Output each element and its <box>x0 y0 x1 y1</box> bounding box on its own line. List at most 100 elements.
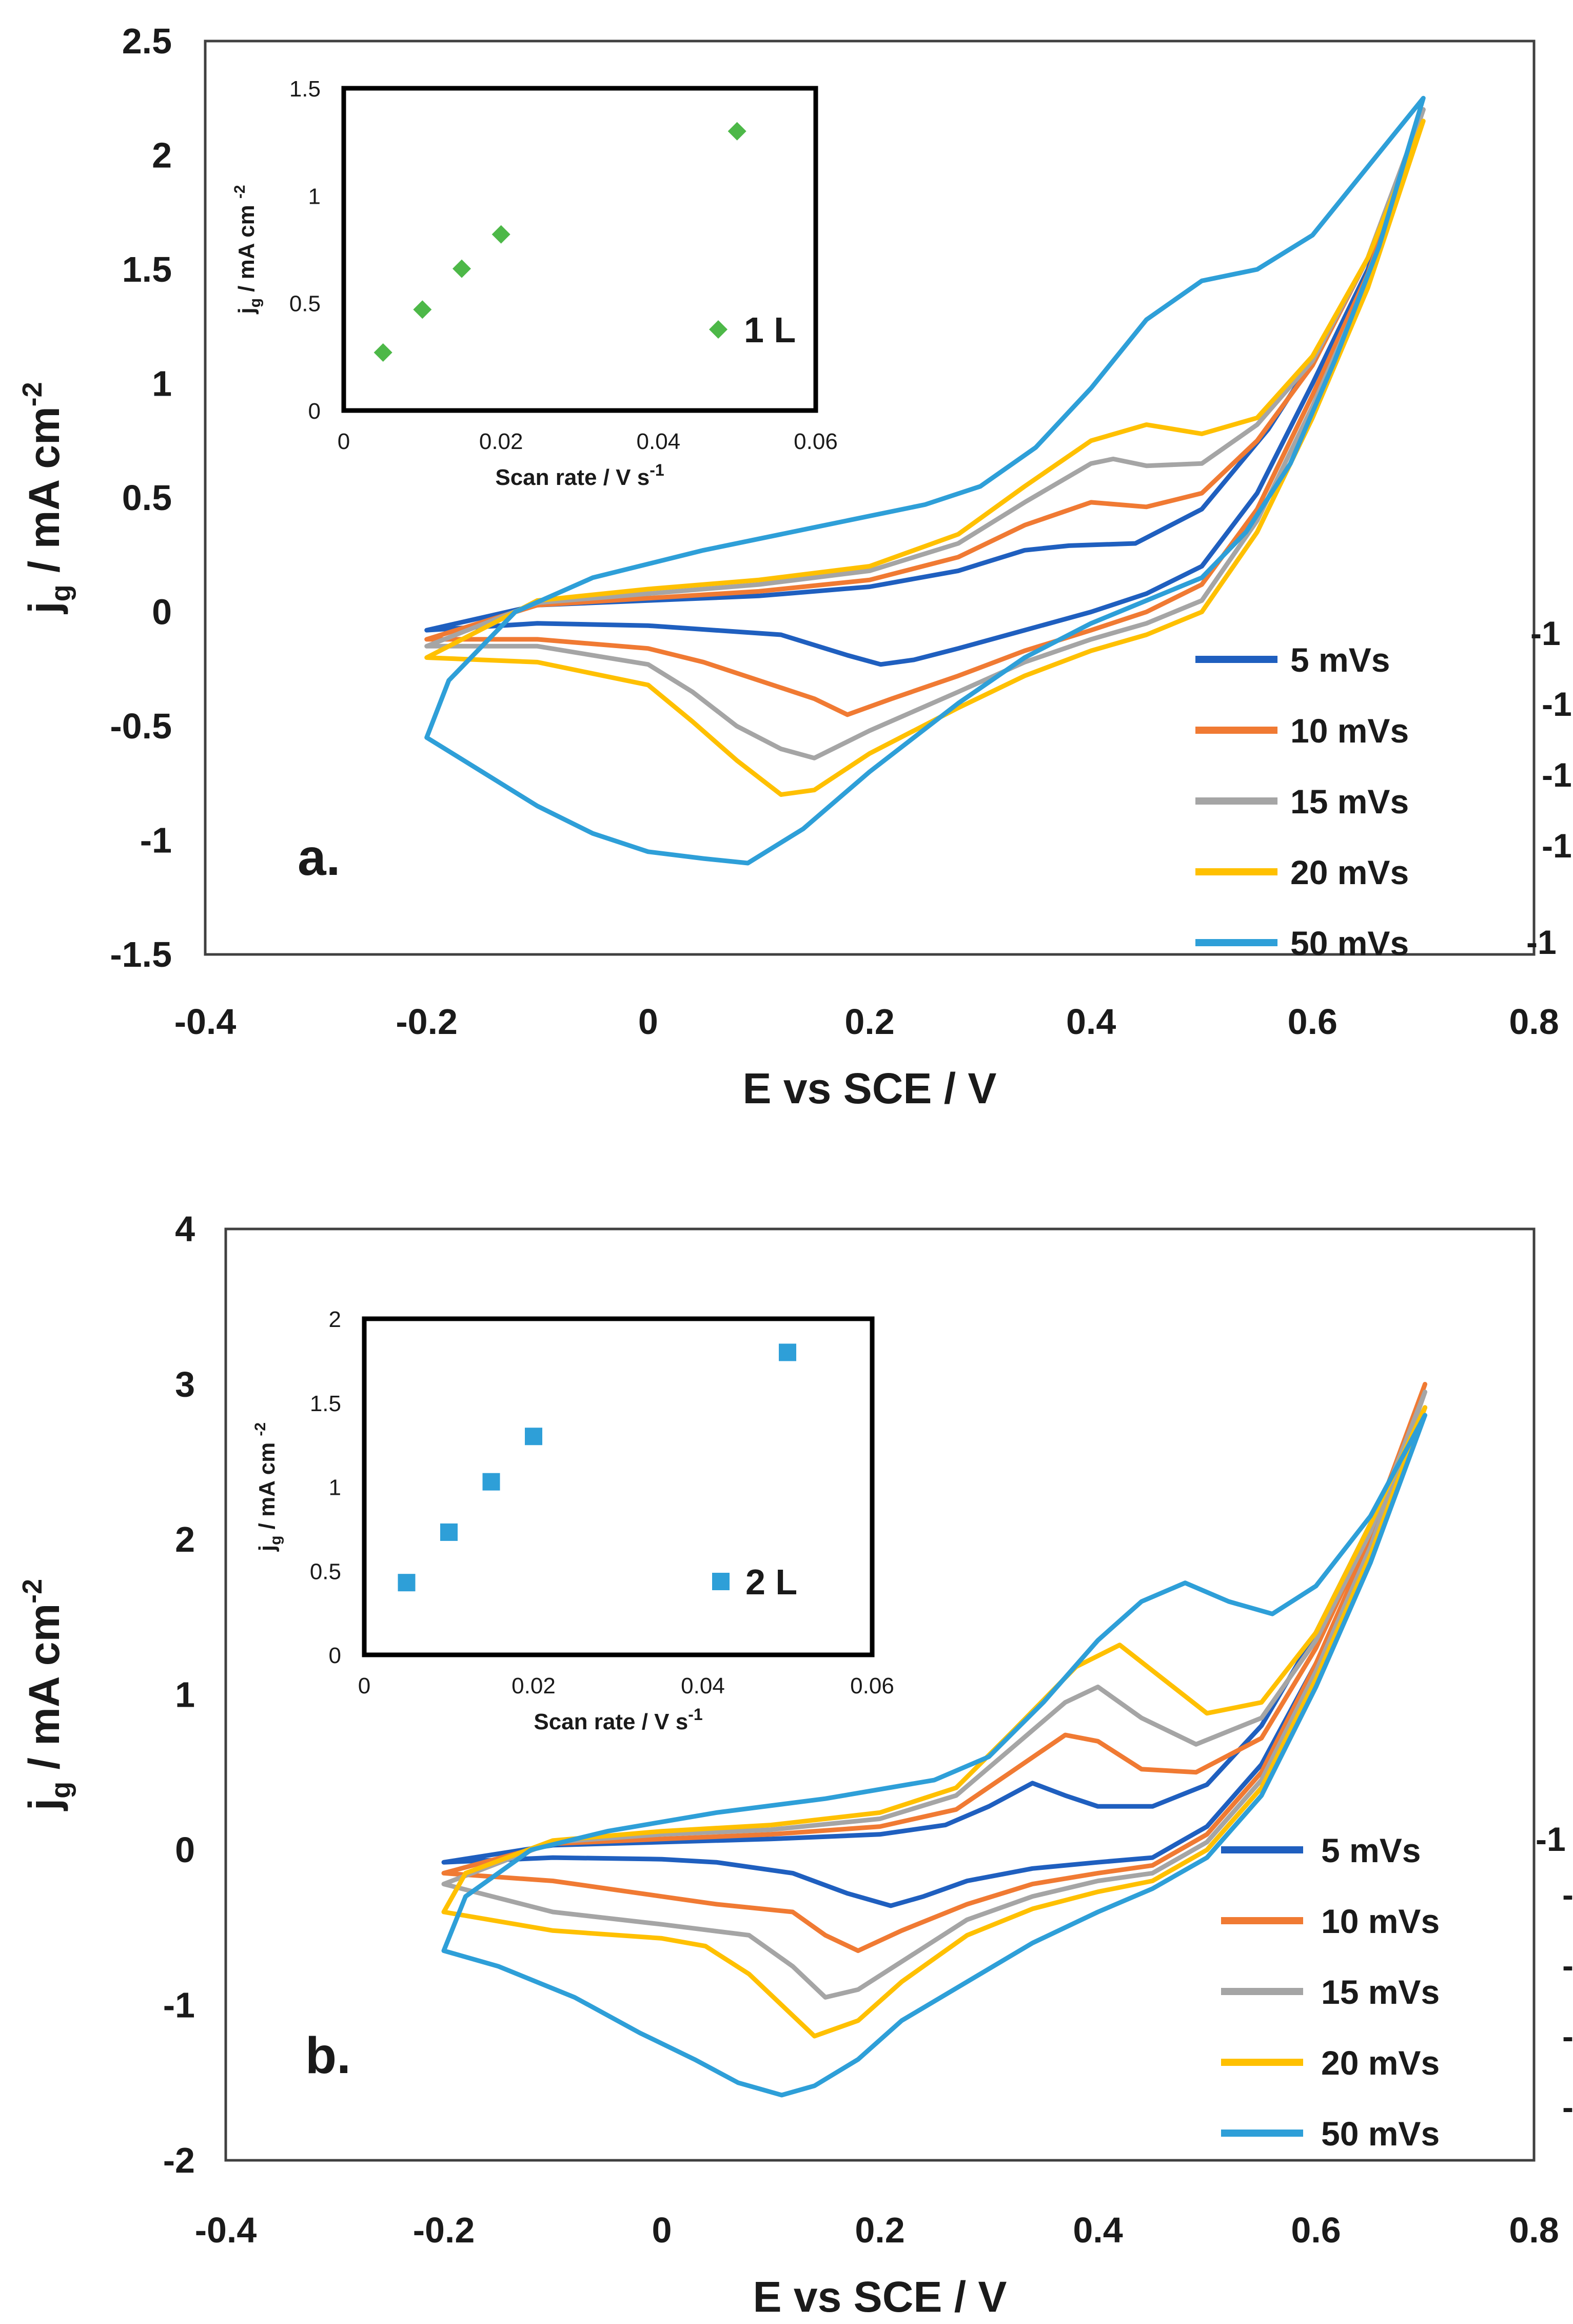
inset-x-tick-label: 0.04 <box>637 429 681 454</box>
y-tick-label: 2 <box>175 1519 195 1559</box>
y-tick-label: 3 <box>175 1364 195 1404</box>
x-tick-label: 0.8 <box>1509 2210 1559 2250</box>
inset-x-tick-label: 0.06 <box>850 1673 894 1698</box>
inset-y-axis-label: jg / mA cm -2 <box>231 185 264 314</box>
legend-label-sup: -1 <box>1542 685 1572 723</box>
y-axis-label-sup: -2 <box>17 1579 48 1604</box>
legend-label: 50 mVs <box>1290 924 1409 962</box>
inset-x-axis-label: Scan rate / V s-1 <box>495 461 664 490</box>
legend-label-sup: -1 <box>1542 756 1572 794</box>
y-tick-label: -2 <box>163 2140 195 2180</box>
cv-curve-50-mvs <box>441 1413 1427 2098</box>
inset-frame <box>362 1316 875 1657</box>
inset-x-axis-label-main: Scan rate / V s <box>495 465 650 490</box>
legend-label-sup: -1 <box>1530 614 1561 652</box>
inset-y-axis-label-sub: g <box>267 1536 284 1545</box>
x-tick-label: 0 <box>638 1002 658 1042</box>
y-tick-label: 0 <box>175 1830 195 1870</box>
x-tick-label: 0.2 <box>855 2210 905 2250</box>
inset-data-point <box>453 259 471 278</box>
legend-label-sup: -1 <box>1526 923 1557 961</box>
inset-y-tick-label: 0.5 <box>310 1559 341 1584</box>
y-axis-label-unit: / mA cm <box>20 1604 68 1782</box>
inset-chart: 0 0.02 0.04 0.06 0 0.5 1 1.5 2 Scan rate / V s-1 j… <box>252 1307 894 1734</box>
curves <box>441 1382 1427 2098</box>
legend-label: 15 mVs <box>1321 1973 1440 2011</box>
inset-x-tick-label: 0 <box>338 429 350 454</box>
y-tick-label: 0.5 <box>122 478 172 518</box>
inset-y-axis-label-sup: -2 <box>231 185 248 199</box>
y-tick-label: 1.5 <box>122 249 172 289</box>
y-tick-label: -1 <box>163 1985 195 2025</box>
legend-label-sup: -1 <box>1562 1876 1573 1913</box>
y-axis-label-sub: g <box>46 584 76 601</box>
curves <box>424 95 1426 866</box>
y-axis-label-main: j <box>20 1799 68 1811</box>
y-tick-label: 1 <box>152 364 172 404</box>
inset-y-axis-label-sub: g <box>247 298 264 307</box>
legend-label: 20 mVs <box>1321 2044 1440 2082</box>
legend-label: 50 mVs <box>1321 2115 1440 2153</box>
x-tick-label: -0.2 <box>413 2210 475 2250</box>
inset-y-tick-label: 1 <box>308 184 321 209</box>
inset-data-point <box>413 300 432 319</box>
legend-label-sup: -1 <box>1536 1820 1566 1858</box>
inset-y-axis-label: jg / mA cm -2 <box>252 1422 284 1552</box>
legend-label-sup: -1 <box>1562 1946 1573 1984</box>
inset-x-axis-label-sup: -1 <box>688 1705 702 1724</box>
x-tick-label: 0 <box>652 2210 672 2250</box>
y-tick-label: 2 <box>152 135 172 175</box>
y-axis-label: jg / mA cm-2 <box>17 1579 76 1811</box>
legend-label-sup: -1 <box>1542 827 1572 865</box>
inset-y-tick-label: 0 <box>329 1643 341 1668</box>
inset-x-axis-label-sup: -1 <box>650 461 664 479</box>
y-tick-label: 4 <box>175 1209 195 1249</box>
inset-data-point <box>373 343 392 362</box>
cv-curve-10-mvs <box>424 107 1426 717</box>
x-tick-label: 0.8 <box>1509 1002 1559 1042</box>
y-axis-label-sup: -2 <box>17 382 48 406</box>
inset-x-tick-label: 0 <box>358 1673 370 1698</box>
inset-legend-marker <box>712 1573 730 1590</box>
inset-frame <box>341 86 818 413</box>
x-tick-label: -0.4 <box>195 2210 257 2250</box>
inset-x-tick-label: 0.02 <box>512 1673 556 1698</box>
x-tick-label: 0.6 <box>1291 2210 1341 2250</box>
inset-x-tick-label: 0.06 <box>794 429 838 454</box>
cv-curve-10-mvs <box>441 1382 1427 1954</box>
inset-data-point <box>398 1574 416 1592</box>
inset-data-point <box>482 1473 500 1491</box>
y-axis-label: jg / mA cm-2 <box>17 382 76 614</box>
inset-data-point <box>779 1343 796 1361</box>
inset-y-tick-label: 2 <box>329 1307 341 1332</box>
legend-label: 15 mVs <box>1290 783 1409 821</box>
x-tick-label: 0.6 <box>1288 1002 1338 1042</box>
inset-x-tick-label: 0.04 <box>681 1673 725 1698</box>
y-tick-label: 1 <box>175 1675 195 1715</box>
inset-y-axis-label-main: j <box>234 307 259 314</box>
y-tick-label: 2.5 <box>122 21 172 61</box>
inset-y-tick-label: 1.5 <box>289 76 321 102</box>
legend-label: 5 mVs <box>1321 1831 1421 1869</box>
y-tick-label: 0 <box>152 592 172 632</box>
inset-y-tick-label: 0.5 <box>289 291 321 317</box>
inset-y-axis-label-unit: / mA cm <box>234 199 259 298</box>
panel-label: a. <box>298 829 340 886</box>
legend-label: 10 mVs <box>1321 1902 1440 1940</box>
chart-a: -0.4 -0.2 0 0.2 0.4 0.6 0.8 -1.5 -1 -0.5 0 0.5 1 1.5 2… <box>17 21 1572 1112</box>
y-axis-label-main: j <box>20 601 68 614</box>
x-tick-label: -0.2 <box>396 1002 458 1042</box>
legend-label-sup: -1 <box>1562 2088 1573 2126</box>
inset-data-point <box>525 1428 542 1446</box>
x-axis-label: E vs SCE / V <box>743 1064 997 1112</box>
inset-y-tick-label: 0 <box>308 399 321 424</box>
inset-data-point <box>440 1523 458 1541</box>
y-axis-label-unit: / mA cm <box>20 406 68 584</box>
inset-legend-marker <box>709 320 727 339</box>
cv-curve-15-mvs <box>441 1390 1427 2000</box>
plot-frame <box>204 40 1536 956</box>
x-axis-label: E vs SCE / V <box>753 2273 1007 2321</box>
legend-label: 20 mVs <box>1290 853 1409 891</box>
x-tick-label: 0.4 <box>1073 2210 1123 2250</box>
